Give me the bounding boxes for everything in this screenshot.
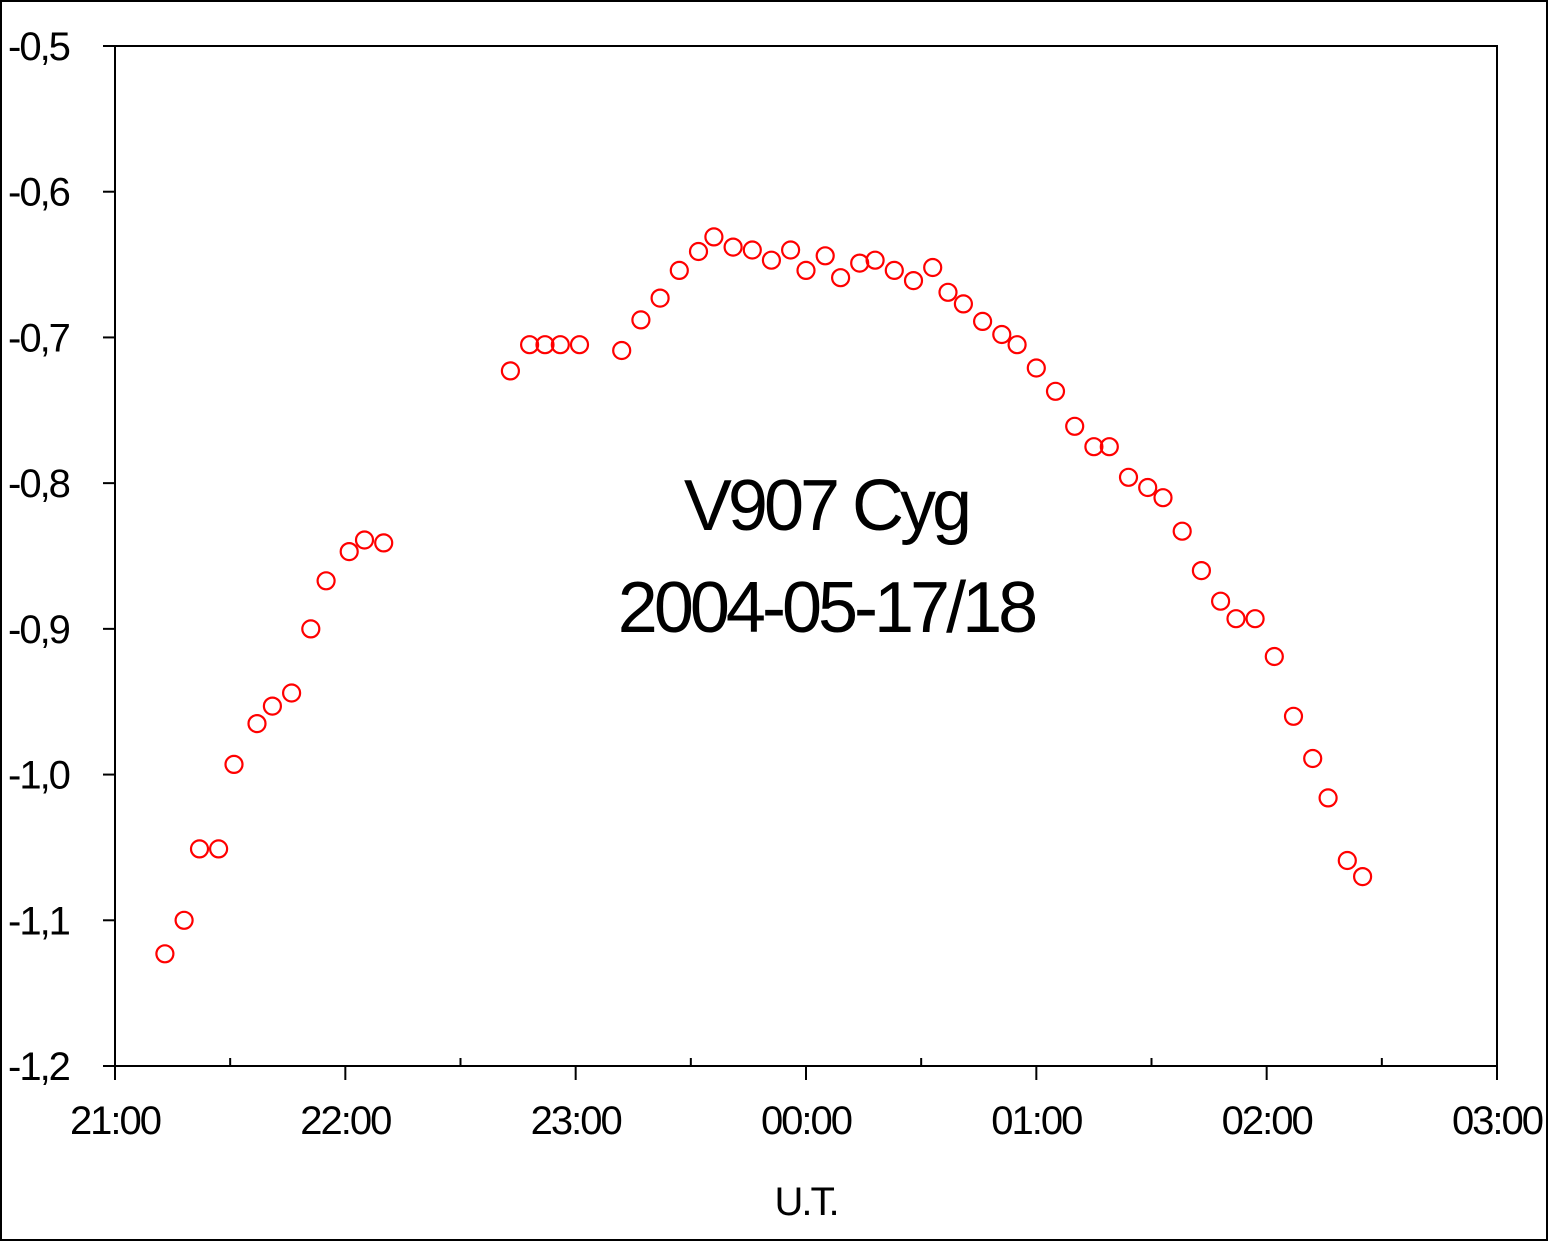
data-point [972, 311, 993, 331]
data-point [1283, 706, 1304, 726]
data-point [761, 250, 782, 270]
data-point [1138, 477, 1158, 498]
data-point [612, 340, 632, 361]
data-point [669, 260, 689, 280]
data-point [282, 683, 302, 703]
data-point [1026, 358, 1046, 378]
x-tick-label: 21:00 [70, 1099, 161, 1143]
y-tick-label: -0,7 [8, 316, 70, 360]
data-point [1172, 521, 1192, 541]
annotation-star-name: V907 Cyg [684, 466, 968, 546]
y-axis: -0,5 -0,6 -0,7 -0,8 -0,9 -1,0 -1,1 -1,2 [8, 25, 115, 1089]
data-point [1352, 866, 1373, 887]
data-point [1153, 488, 1173, 508]
data-point [742, 240, 762, 260]
data-point [1118, 467, 1139, 487]
data-point [374, 533, 394, 553]
data-point [1264, 646, 1284, 667]
data-point [174, 910, 194, 930]
data-point [569, 335, 590, 355]
y-tick-label: -0,6 [8, 171, 70, 215]
data-point [650, 288, 670, 308]
data-point [923, 257, 943, 278]
data-point [780, 240, 801, 260]
y-tick-label: -1,2 [8, 1045, 70, 1089]
data-point [1210, 591, 1231, 611]
data-point [535, 335, 555, 355]
x-axis-label: U.T. [774, 1180, 837, 1224]
data-point [953, 294, 974, 314]
x-tick-label: 01:00 [991, 1099, 1082, 1143]
data-point [1245, 609, 1265, 629]
x-tick-label: 23:00 [531, 1099, 622, 1143]
data-point [1084, 437, 1104, 457]
data-point [723, 237, 743, 257]
data-point [339, 541, 359, 562]
data-point [1007, 335, 1027, 355]
y-tick-label: -0,5 [8, 25, 70, 69]
data-point [1045, 381, 1066, 401]
x-tick-label: 02:00 [1222, 1099, 1313, 1143]
data-point [992, 324, 1012, 345]
data-point [631, 310, 651, 330]
data-point [301, 619, 321, 639]
y-tick-label: -1,0 [8, 754, 70, 798]
data-series [155, 227, 1373, 964]
data-point [500, 361, 520, 381]
data-point [316, 571, 336, 591]
y-tick-label: -0,8 [8, 462, 70, 506]
data-point [1099, 437, 1119, 457]
data-point [938, 282, 958, 302]
annotation-date: 2004-05-17/18 [618, 568, 1035, 648]
data-point [209, 839, 229, 859]
data-point [189, 839, 210, 859]
data-point [224, 754, 244, 775]
data-point [688, 241, 709, 262]
data-point [262, 696, 282, 716]
data-point [704, 227, 724, 247]
data-point [1303, 748, 1323, 769]
x-tick-label: 03:00 [1452, 1099, 1543, 1143]
data-point [155, 944, 175, 964]
x-tick-label: 22:00 [300, 1099, 391, 1143]
data-point [1337, 850, 1357, 871]
x-axis: 21:00 22:00 23:00 00:00 01:00 02:00 03:00 [70, 1058, 1545, 1143]
data-point [247, 713, 267, 734]
data-point [354, 530, 375, 550]
x-tick-label: 00:00 [761, 1099, 852, 1143]
data-point [1065, 416, 1085, 436]
data-point [519, 335, 540, 355]
data-point [1318, 788, 1338, 808]
y-tick-label: -0,9 [8, 608, 70, 652]
data-point [903, 271, 924, 291]
data-point [830, 268, 851, 288]
data-point [550, 335, 570, 355]
data-point [815, 246, 835, 266]
data-point [1191, 560, 1212, 581]
data-point [1226, 609, 1246, 629]
data-point [796, 260, 816, 280]
y-tick-label: -1,1 [8, 899, 70, 943]
data-point [865, 250, 885, 270]
data-point [884, 260, 904, 280]
